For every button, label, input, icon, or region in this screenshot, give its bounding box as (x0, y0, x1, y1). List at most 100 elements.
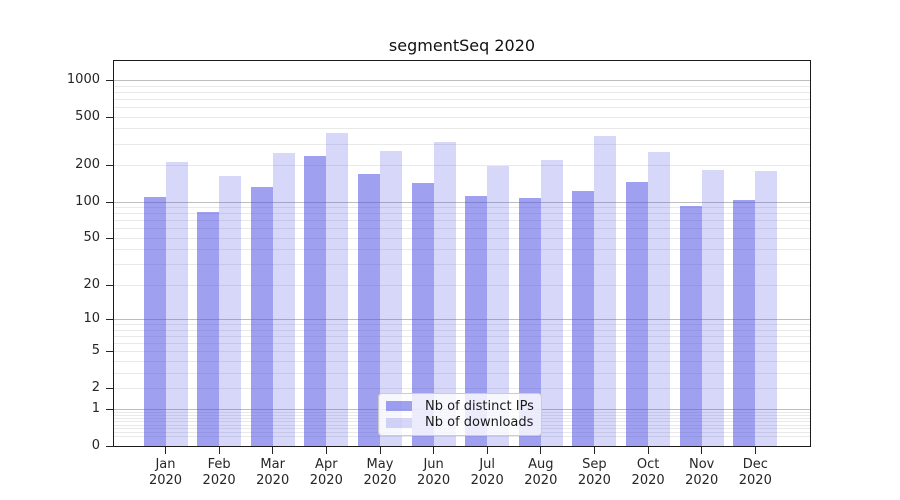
gridline-minor (114, 207, 810, 208)
x-axis-tick (272, 447, 274, 454)
y-axis-tick (106, 237, 113, 239)
y-axis-tick (106, 79, 113, 81)
gridline-minor (114, 329, 810, 331)
bar-distinct-ips-dec (733, 200, 756, 446)
y-axis-tick (106, 387, 113, 389)
bar-distinct-ips-feb (197, 211, 220, 446)
x-tick-label: Nov 2020 (685, 457, 719, 488)
y-axis-tick (106, 165, 113, 166)
legend-swatch-distinct-ips (386, 401, 412, 412)
y-axis-tick (106, 318, 113, 320)
bar-downloads-apr (326, 133, 349, 446)
x-tick-label: Jan 2020 (148, 457, 183, 488)
bar-distinct-ips-mar (250, 186, 273, 446)
x-tick-label: Sep 2020 (577, 457, 611, 488)
x-axis-tick (754, 447, 756, 454)
gridline-minor (114, 237, 810, 239)
bar-downloads-may (380, 151, 402, 446)
plot-area: 0 1 2 5 10 20 50 100 200 500 1000 Jan 2020 Feb 2020 Mar… (67, 60, 811, 488)
x-axis-tick (379, 447, 381, 454)
bar-distinct-ips-nov (679, 206, 702, 446)
gridline-minor (114, 284, 810, 286)
gridline-minor (114, 116, 810, 118)
bar-distinct-ips-jan (143, 196, 166, 446)
y-tick-label: 10 (83, 310, 100, 326)
x-axis-tick (647, 447, 649, 454)
gridline-minor (114, 165, 810, 166)
gridline-major (114, 79, 810, 81)
bar-downloads-jan (165, 161, 188, 446)
bar-downloads-dec (755, 170, 778, 446)
y-tick-label: 100 (75, 193, 100, 209)
gridline-minor (114, 264, 810, 265)
gridline-major (114, 201, 810, 203)
bars-layer (114, 61, 810, 446)
y-axis-tick (106, 116, 113, 118)
bar-distinct-ips-aug (518, 197, 541, 446)
axes-layer: 0 1 2 5 10 20 50 100 200 500 1000 Jan 2020 Feb 2020 Mar… (67, 61, 810, 488)
legend-label-distinct-ips: Nb of distinct IPs (425, 398, 534, 414)
bar-downloads-jun (433, 141, 456, 446)
gridline-minor (114, 85, 810, 87)
y-axis-tick (106, 446, 113, 447)
legend: Nb of distinct IPs Nb of downloads (378, 393, 542, 436)
gridline-minor (114, 213, 810, 215)
gridline-minor (114, 342, 810, 344)
x-axis-tick (486, 447, 488, 454)
x-axis-tick (165, 447, 166, 454)
x-axis-tick (433, 447, 435, 454)
x-axis-tick (540, 447, 542, 454)
bar-distinct-ips-apr (304, 156, 327, 446)
x-axis-tick (701, 447, 703, 454)
legend-row-downloads: Nb of downloads (386, 415, 533, 431)
y-tick-label: 1 (91, 401, 100, 417)
legend-swatch-downloads (386, 417, 412, 428)
y-tick-label: 0 (91, 438, 100, 453)
y-axis-tick (106, 351, 113, 353)
x-tick-label: May 2020 (363, 457, 397, 488)
bar-distinct-ips-jun (411, 183, 434, 446)
bar-downloads-mar (272, 152, 295, 446)
bar-downloads-nov (701, 169, 724, 446)
x-tick-label: Dec 2020 (738, 457, 772, 488)
x-axis-tick (325, 447, 327, 454)
y-axis-tick (106, 284, 113, 286)
gridline-minor (114, 98, 810, 100)
x-tick-label: Oct 2020 (631, 457, 665, 488)
gridline-minor (114, 228, 810, 230)
bar-distinct-ips-jul (465, 195, 488, 446)
y-axis-tick (106, 409, 113, 411)
bar-downloads-aug (540, 160, 563, 446)
x-axis-tick (218, 447, 220, 454)
x-tick-label: Aug 2020 (524, 457, 558, 488)
gridline-minor (114, 387, 810, 389)
x-tick-label: Feb 2020 (202, 457, 236, 488)
gridline-minor (114, 436, 810, 438)
gridline-minor (114, 143, 810, 145)
gridline-minor (114, 351, 810, 353)
y-tick-label: 500 (75, 108, 100, 124)
gridline-minor (114, 360, 810, 362)
legend-row-distinct-ips: Nb of distinct IPs (386, 398, 534, 414)
gridline-minor (114, 335, 810, 337)
x-tick-label: Jul 2020 (470, 457, 504, 488)
x-axis-tick (593, 447, 595, 454)
bar-downloads-sep (594, 135, 617, 446)
y-tick-label: 1000 (66, 71, 100, 87)
legend-label-downloads: Nb of downloads (425, 415, 534, 431)
y-axis-tick (106, 201, 113, 203)
y-tick-label: 20 (83, 276, 100, 292)
gridline-minor (114, 107, 810, 108)
gridline-minor (114, 324, 810, 325)
gridline-minor (114, 91, 810, 93)
bar-distinct-ips-sep (572, 190, 595, 446)
chart-title: segmentSeq 2020 (388, 36, 536, 55)
y-tick-label: 2 (91, 379, 100, 395)
x-tick-label: Apr 2020 (309, 457, 343, 488)
bar-distinct-ips-may (358, 174, 380, 446)
gridline-major (114, 318, 810, 320)
x-tick-label: Mar 2020 (256, 457, 290, 488)
y-tick-label: 200 (75, 157, 100, 172)
bar-downloads-oct (648, 151, 671, 446)
